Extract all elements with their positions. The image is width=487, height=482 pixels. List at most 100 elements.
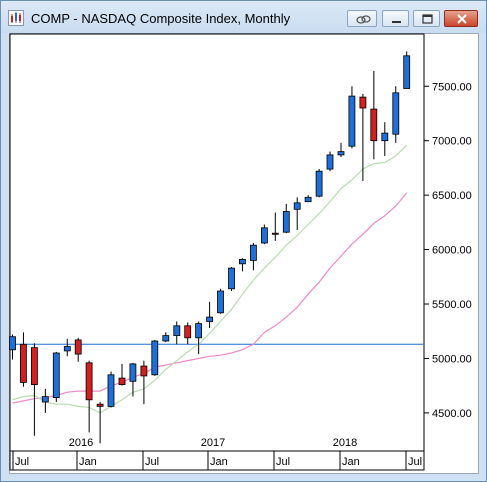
candle [217, 288, 224, 314]
candle [184, 322, 192, 345]
candle [359, 93, 367, 181]
candle-body [217, 290, 224, 314]
candle-body [271, 232, 279, 235]
time-axis[interactable] [9, 450, 425, 471]
year-label: 2016 [69, 437, 93, 449]
candle [151, 339, 159, 376]
candle [260, 224, 268, 245]
month-label: Jan [79, 456, 97, 468]
candle-body [293, 202, 301, 210]
y-tick-label: 6500.00 [432, 190, 472, 202]
candle [249, 243, 257, 271]
candle [381, 122, 389, 156]
candle [326, 151, 334, 172]
month-label: Jul [408, 456, 422, 468]
month-label: Jan [342, 456, 360, 468]
candle [140, 360, 148, 405]
restore-button[interactable] [413, 10, 440, 27]
window-title: COMP - NASDAQ Composite Index, Monthly [31, 11, 291, 26]
candle-body [129, 363, 137, 382]
y-tick-label: 5000.00 [432, 353, 472, 365]
candle-body [381, 132, 389, 142]
candle-body [52, 352, 60, 398]
candle [282, 203, 290, 234]
y-tick-label: 6000.00 [432, 245, 472, 257]
price-chart[interactable]: 7500.00 7000.00 6500.00 6000.00 5500.00 5000.… [8, 32, 478, 473]
candle-body [30, 347, 38, 386]
candle [228, 266, 235, 291]
moving-average-fast [12, 144, 408, 414]
candle-body [41, 396, 49, 403]
title-bar[interactable]: COMP - NASDAQ Composite Index, Monthly [1, 1, 486, 33]
chart-app-icon [8, 10, 24, 26]
candle [52, 351, 60, 403]
candle-body [304, 196, 312, 203]
time-axis-labels: 2016 2017 2018 Jul Jan Jul Jan Jul Jan Jul [12, 437, 422, 470]
candle-body [195, 323, 203, 339]
candle-body [238, 258, 246, 265]
candle [19, 332, 27, 387]
candle-body [118, 377, 126, 386]
candle [63, 338, 71, 357]
candle-body [140, 365, 148, 377]
month-label: Jan [210, 456, 228, 468]
candle [74, 337, 82, 362]
candle-body [326, 154, 334, 170]
candle [304, 195, 312, 203]
candle-body [249, 244, 257, 261]
candle [41, 388, 49, 413]
candle [9, 334, 16, 360]
candle [403, 51, 411, 89]
candle [107, 371, 115, 408]
candle-body [63, 346, 71, 352]
candle-body [228, 267, 235, 290]
candle-body [403, 55, 411, 89]
candle [206, 301, 214, 328]
candle [293, 197, 301, 230]
candle-body [359, 96, 367, 109]
restore-icon [422, 14, 433, 24]
minimize-icon [392, 21, 401, 23]
candle-body [162, 335, 170, 342]
candle [195, 321, 203, 355]
candle [392, 86, 400, 143]
close-button[interactable] [444, 10, 478, 27]
candle-body [74, 339, 82, 355]
candle-body [370, 108, 378, 142]
y-tick-label: 5500.00 [432, 299, 472, 311]
y-tick-label: 4500.00 [432, 408, 472, 420]
candle-body [206, 316, 214, 322]
candle [370, 71, 378, 160]
candles [9, 51, 411, 444]
candle-body [173, 325, 181, 336]
y-tick-label: 7000.00 [432, 136, 472, 148]
candle-body [96, 403, 104, 407]
candle [30, 343, 38, 436]
moving-average-slow [12, 192, 408, 404]
candle [348, 86, 356, 149]
candle [238, 258, 246, 272]
candle-body [9, 336, 16, 351]
link-icon [356, 15, 371, 24]
price-axis[interactable]: 7500.00 7000.00 6500.00 6000.00 5500.00 5000.… [424, 81, 472, 420]
candle-body [85, 362, 93, 401]
candle [118, 363, 126, 386]
candle-body [19, 343, 27, 383]
candle-body [107, 374, 115, 407]
candle [337, 142, 345, 158]
candle-body [348, 95, 356, 147]
link-button[interactable] [347, 10, 377, 27]
candle [129, 362, 137, 397]
candle [85, 360, 93, 433]
candle [315, 169, 323, 198]
minimize-button[interactable] [382, 10, 409, 27]
candle-body [151, 340, 159, 376]
candle [271, 212, 279, 241]
candle-body [260, 227, 268, 244]
month-label: Jul [145, 456, 159, 468]
candle [162, 332, 170, 343]
y-tick-label: 7500.00 [432, 81, 472, 93]
plot-area[interactable] [9, 33, 425, 452]
candle [96, 402, 104, 444]
candle-body [282, 211, 290, 233]
